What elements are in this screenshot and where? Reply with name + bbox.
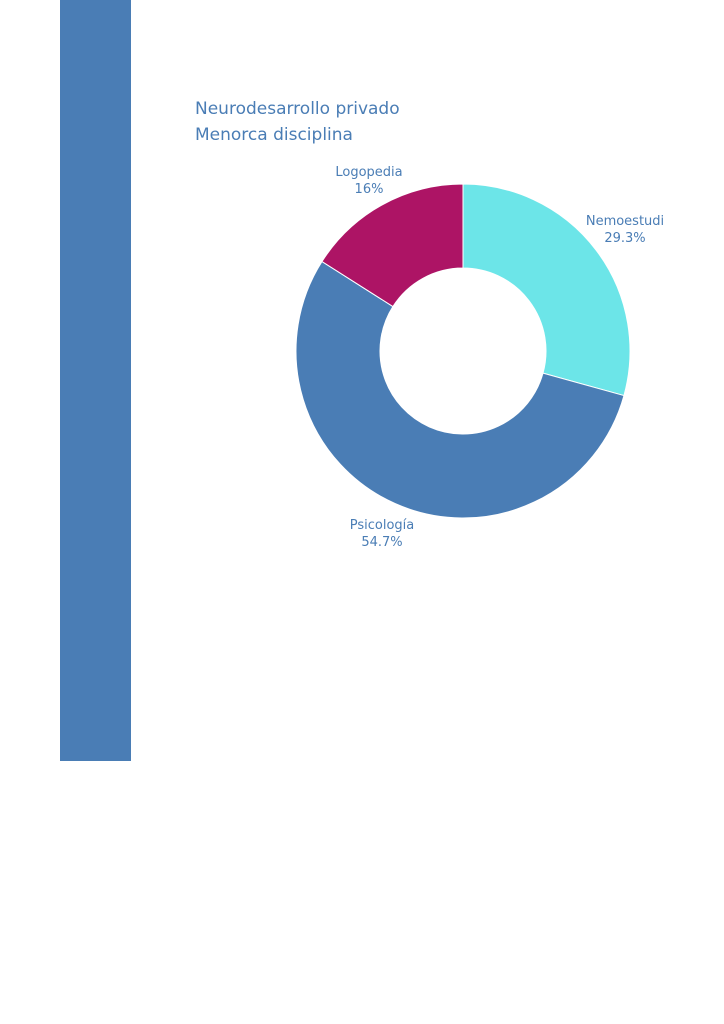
decorative-side-bar (60, 0, 131, 761)
slice-label-name: Logopedia (335, 165, 402, 180)
slice-label-percent: 16% (355, 182, 384, 197)
donut-slice-nemoestudi (462, 183, 631, 397)
slice-label-percent: 54.7% (361, 535, 402, 550)
chart-title-line-2: Menorca disciplina (195, 125, 353, 145)
chart-title: Neurodesarrollo privado Menorca discipli… (195, 96, 400, 148)
donut-slice-psicolog-a (295, 260, 625, 519)
donut-labels: Nemoestudi 29.3% Psicología 54.7% Logopedia 1… (335, 165, 664, 550)
donut-slice-logopedia (321, 183, 464, 308)
slice-label-percent: 29.3% (604, 231, 645, 246)
donut-slices (295, 183, 631, 519)
slice-label-name: Nemoestudi (586, 214, 664, 229)
slice-label-name: Psicología (350, 518, 415, 533)
chart-title-line-1: Neurodesarrollo privado (195, 99, 400, 119)
